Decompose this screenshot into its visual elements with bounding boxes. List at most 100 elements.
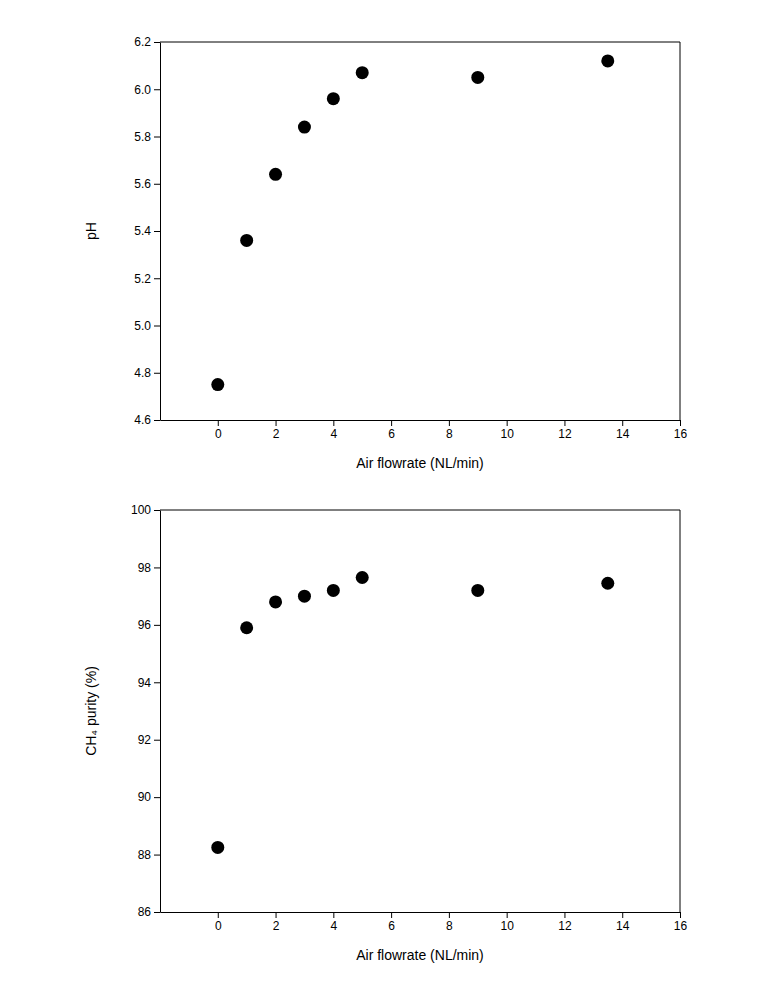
tick-mark	[333, 912, 334, 918]
y-axis-title: CH₄ purity (%)	[83, 666, 99, 756]
tick: 5.4	[134, 224, 160, 238]
point	[298, 121, 311, 134]
tick: 16	[674, 420, 688, 441]
point	[471, 71, 484, 84]
tick-mark	[154, 797, 160, 798]
tick: 2	[273, 420, 280, 441]
chart: 024681012141686889092949698100Air flowra…	[83, 503, 687, 963]
tick-mark	[154, 373, 160, 374]
tick-mark	[154, 510, 160, 511]
axis-line	[160, 511, 161, 913]
tick-label: 88	[138, 848, 152, 862]
tick: 6	[388, 912, 395, 933]
tick: 86	[138, 905, 160, 919]
points	[211, 571, 614, 854]
tick-mark	[391, 420, 392, 426]
tick: 4.8	[134, 366, 160, 380]
frame	[160, 510, 680, 511]
tick-mark	[154, 682, 160, 683]
tick: 4	[330, 912, 337, 933]
tick-mark	[154, 326, 160, 327]
tick-label: 2	[273, 427, 280, 441]
tick-mark	[154, 567, 160, 568]
frame	[160, 42, 680, 43]
x-axis-title: Air flowrate (NL/min)	[356, 455, 484, 471]
tick-mark	[276, 420, 277, 426]
tick-label: 14	[616, 427, 630, 441]
tick-label: 5.2	[134, 272, 151, 286]
point	[327, 584, 340, 597]
tick-label: 4	[330, 427, 337, 441]
tick: 0	[215, 420, 222, 441]
point	[327, 92, 340, 105]
tick-mark	[218, 912, 219, 918]
x-axis: 0246810121416	[161, 912, 688, 933]
point	[211, 841, 224, 854]
tick: 5.8	[134, 130, 160, 144]
tick-label: 5.8	[134, 130, 151, 144]
tick: 6	[388, 420, 395, 441]
axis-line	[161, 912, 681, 913]
tick-mark	[622, 912, 623, 918]
tick: 96	[138, 618, 160, 632]
tick-mark	[154, 89, 160, 90]
axis-line	[160, 43, 161, 421]
tick: 16	[674, 912, 688, 933]
tick: 12	[558, 912, 572, 933]
tick: 90	[138, 790, 160, 804]
tick: 8	[446, 420, 453, 441]
tick-mark	[218, 420, 219, 426]
tick: 92	[138, 733, 160, 747]
tick-label: 12	[558, 427, 572, 441]
tick: 14	[616, 420, 630, 441]
point	[601, 54, 614, 67]
tick-label: 6.0	[134, 83, 151, 97]
tick: 10	[500, 420, 514, 441]
frame	[680, 510, 681, 912]
tick: 5.0	[134, 319, 160, 333]
tick-label: 92	[138, 733, 152, 747]
tick-label: 6	[388, 427, 395, 441]
tick: 98	[138, 561, 160, 575]
tick-label: 98	[138, 561, 152, 575]
tick-label: 10	[500, 919, 514, 933]
tick-label: 16	[674, 919, 688, 933]
tick-mark	[564, 912, 565, 918]
tick-label: 16	[674, 427, 688, 441]
frame	[680, 42, 681, 420]
point	[240, 234, 253, 247]
x-axis-title: Air flowrate (NL/min)	[356, 947, 484, 963]
tick: 8	[446, 912, 453, 933]
tick-label: 94	[138, 676, 152, 690]
tick-label: 12	[558, 919, 572, 933]
tick-label: 8	[446, 919, 453, 933]
tick-mark	[680, 420, 681, 426]
point	[211, 378, 224, 391]
tick: 10	[500, 912, 514, 933]
tick: 6.2	[134, 35, 160, 49]
y-axis: 4.64.85.05.25.45.65.86.06.2	[134, 35, 160, 427]
tick-mark	[154, 420, 160, 421]
tick-label: 5.4	[134, 224, 151, 238]
tick-label: 6.2	[134, 35, 151, 49]
tick-label: 14	[616, 919, 630, 933]
point	[471, 584, 484, 597]
tick: 94	[138, 676, 160, 690]
tick: 6.0	[134, 83, 160, 97]
tick-label: 96	[138, 618, 152, 632]
chart: 02468101214164.64.85.05.25.45.65.86.06.2…	[83, 35, 687, 471]
figure: 02468101214164.64.85.05.25.45.65.86.06.2…	[0, 0, 771, 987]
point	[356, 66, 369, 79]
tick-mark	[154, 278, 160, 279]
axis-line	[161, 420, 681, 421]
tick-mark	[333, 420, 334, 426]
tick-mark	[154, 740, 160, 741]
x-axis: 0 2 4 6 8 10 12 14 16	[161, 420, 688, 441]
tick-mark	[154, 625, 160, 626]
tick-mark	[507, 420, 508, 426]
tick-mark	[507, 912, 508, 918]
point	[298, 590, 311, 603]
tick: 5.6	[134, 177, 160, 191]
tick-label: 6	[388, 919, 395, 933]
tick-label: 86	[138, 905, 152, 919]
